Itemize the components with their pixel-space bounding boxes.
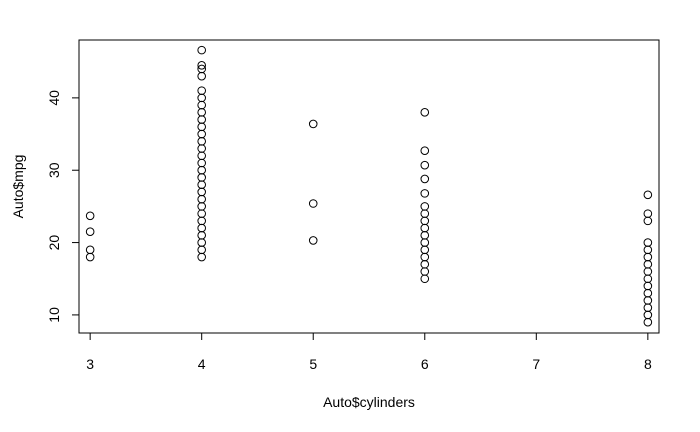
data-point bbox=[197, 64, 206, 74]
data-point bbox=[197, 165, 206, 175]
data-point bbox=[197, 100, 206, 110]
data-point bbox=[197, 144, 206, 153]
data-point bbox=[420, 245, 430, 255]
data-point bbox=[85, 245, 95, 255]
y-axis: 10 20 30 40 bbox=[46, 90, 80, 323]
y-tick-label: 30 bbox=[46, 162, 62, 178]
data-point bbox=[197, 93, 206, 103]
data-point bbox=[420, 216, 430, 226]
data-point bbox=[197, 122, 206, 132]
data-point bbox=[197, 223, 206, 233]
data-point bbox=[85, 252, 95, 262]
data-point bbox=[643, 190, 653, 200]
data-point bbox=[197, 158, 206, 168]
data-point bbox=[420, 238, 430, 247]
data-point bbox=[197, 194, 206, 204]
data-point bbox=[197, 45, 206, 55]
data-point bbox=[643, 238, 653, 247]
data-point bbox=[643, 317, 653, 327]
data-point bbox=[197, 173, 206, 182]
data-point bbox=[643, 281, 653, 291]
data-point bbox=[197, 115, 206, 124]
y-axis-title: Auto$mpg bbox=[10, 155, 26, 219]
data-point bbox=[643, 252, 653, 262]
data-point bbox=[643, 209, 653, 218]
data-point bbox=[420, 202, 430, 211]
data-point bbox=[197, 202, 206, 211]
x-tick-label: 3 bbox=[86, 356, 94, 372]
data-point bbox=[643, 288, 653, 298]
data-point bbox=[420, 209, 430, 218]
x-axis: 3 4 5 6 7 8 bbox=[86, 332, 652, 372]
data-point bbox=[420, 108, 430, 117]
plot-frame bbox=[78, 39, 660, 334]
data-point bbox=[643, 267, 653, 276]
x-tick-label: 5 bbox=[309, 356, 317, 372]
data-point bbox=[420, 267, 430, 276]
data-point bbox=[308, 199, 318, 208]
data-point bbox=[197, 252, 206, 262]
data-point bbox=[420, 231, 430, 240]
data-point bbox=[197, 151, 206, 161]
data-point bbox=[197, 136, 206, 146]
data-point bbox=[643, 216, 653, 226]
data-point bbox=[643, 303, 653, 312]
data-point bbox=[308, 236, 318, 245]
data-point bbox=[197, 187, 206, 197]
data-point bbox=[420, 252, 430, 262]
data-point bbox=[197, 180, 206, 189]
data-points bbox=[85, 45, 653, 327]
data-point bbox=[308, 119, 318, 129]
data-point bbox=[197, 61, 206, 70]
data-point bbox=[420, 223, 430, 233]
data-point bbox=[85, 211, 95, 221]
data-point bbox=[197, 129, 206, 139]
data-point bbox=[197, 108, 206, 117]
data-point bbox=[197, 231, 206, 240]
data-point bbox=[420, 189, 430, 198]
data-point bbox=[197, 86, 206, 95]
data-point bbox=[420, 174, 430, 184]
y-tick-label: 10 bbox=[46, 307, 62, 323]
data-point bbox=[420, 274, 430, 284]
data-point bbox=[643, 274, 653, 284]
data-point bbox=[643, 310, 653, 320]
x-tick-label: 7 bbox=[532, 356, 540, 372]
data-point bbox=[197, 238, 206, 247]
data-point bbox=[643, 259, 653, 269]
data-point bbox=[420, 160, 430, 170]
data-point bbox=[197, 216, 206, 226]
data-point bbox=[197, 209, 206, 218]
x-tick-label: 4 bbox=[198, 356, 206, 372]
data-point bbox=[197, 71, 206, 81]
data-point bbox=[420, 259, 430, 269]
y-tick-label: 40 bbox=[46, 90, 62, 106]
data-point bbox=[85, 227, 95, 237]
data-point bbox=[643, 296, 653, 305]
x-tick-label: 6 bbox=[421, 356, 429, 372]
x-axis-title: Auto$cylinders bbox=[323, 394, 415, 410]
data-point bbox=[643, 245, 653, 255]
x-tick-label: 8 bbox=[644, 356, 652, 372]
data-point bbox=[420, 146, 430, 155]
y-tick-label: 20 bbox=[46, 235, 62, 251]
data-point bbox=[197, 245, 206, 255]
